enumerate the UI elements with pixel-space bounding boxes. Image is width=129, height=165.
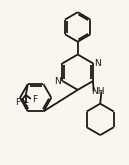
Text: N: N xyxy=(94,59,101,68)
Text: NH: NH xyxy=(91,87,104,96)
Text: F: F xyxy=(15,98,21,107)
Text: F: F xyxy=(23,102,28,111)
Text: N: N xyxy=(54,77,61,85)
Text: F: F xyxy=(32,95,37,104)
